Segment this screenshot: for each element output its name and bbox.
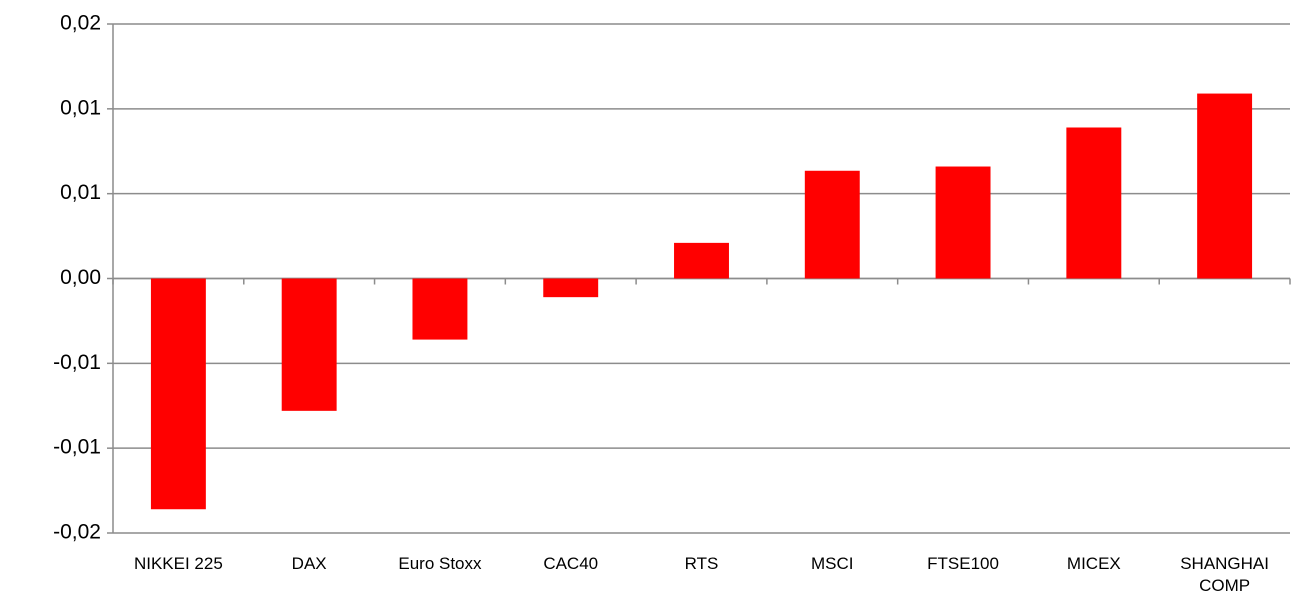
y-tick-label: 0,02 bbox=[60, 12, 101, 35]
x-tick-label: SHANGHAI COMP bbox=[1180, 554, 1269, 595]
x-tick-label: NIKKEI 225 bbox=[133, 554, 223, 573]
y-tick-label: 0,00 bbox=[60, 266, 101, 289]
bar bbox=[935, 166, 991, 279]
bar bbox=[674, 242, 729, 279]
bar bbox=[412, 278, 468, 340]
bar bbox=[804, 170, 860, 279]
y-tick-label: -0,02 bbox=[53, 521, 101, 544]
bar bbox=[281, 278, 337, 411]
x-tick-label: FTSE100 bbox=[927, 554, 999, 573]
x-tick-label: MICEX bbox=[1066, 554, 1121, 573]
bar bbox=[1197, 93, 1253, 279]
x-tick-label: CAC40 bbox=[543, 554, 599, 573]
bar bbox=[543, 278, 599, 298]
x-tick-label: RTS bbox=[684, 554, 719, 573]
bar bbox=[150, 278, 206, 510]
y-tick-label: -0,01 bbox=[53, 351, 101, 374]
y-tick-label: 0,01 bbox=[60, 181, 101, 204]
y-tick-label: 0,01 bbox=[60, 96, 101, 119]
x-tick-label: DAX bbox=[291, 554, 327, 573]
x-tick-label: Euro Stoxx bbox=[398, 554, 482, 573]
x-tick-label: MSCI bbox=[811, 554, 854, 573]
y-tick-label: -0,01 bbox=[53, 436, 101, 459]
bar bbox=[1066, 127, 1122, 279]
